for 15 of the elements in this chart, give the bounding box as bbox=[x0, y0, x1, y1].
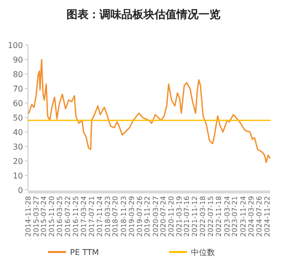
y-tick-label: 70 bbox=[12, 84, 23, 94]
line-series bbox=[28, 58, 271, 164]
y-tick-label: 50 bbox=[12, 114, 23, 122]
y-tick-label: 60 bbox=[12, 99, 23, 108]
y-tick-label: 100 bbox=[8, 41, 23, 50]
y-tick-label: 40 bbox=[12, 128, 23, 137]
legend-label: 中位数 bbox=[191, 248, 215, 257]
y-tick-label: 0 bbox=[18, 186, 23, 195]
legend-label: PE TTM bbox=[70, 248, 100, 257]
y-tick-label: 30 bbox=[12, 142, 23, 152]
y-tick-label: 90 bbox=[12, 56, 23, 64]
y-tick-label: 20 bbox=[12, 157, 23, 166]
y-tick-label: 10 bbox=[12, 172, 23, 180]
chart-title: 图表：调味品板块估值情况一览 bbox=[66, 8, 220, 21]
y-tick-label: 80 bbox=[12, 70, 23, 79]
